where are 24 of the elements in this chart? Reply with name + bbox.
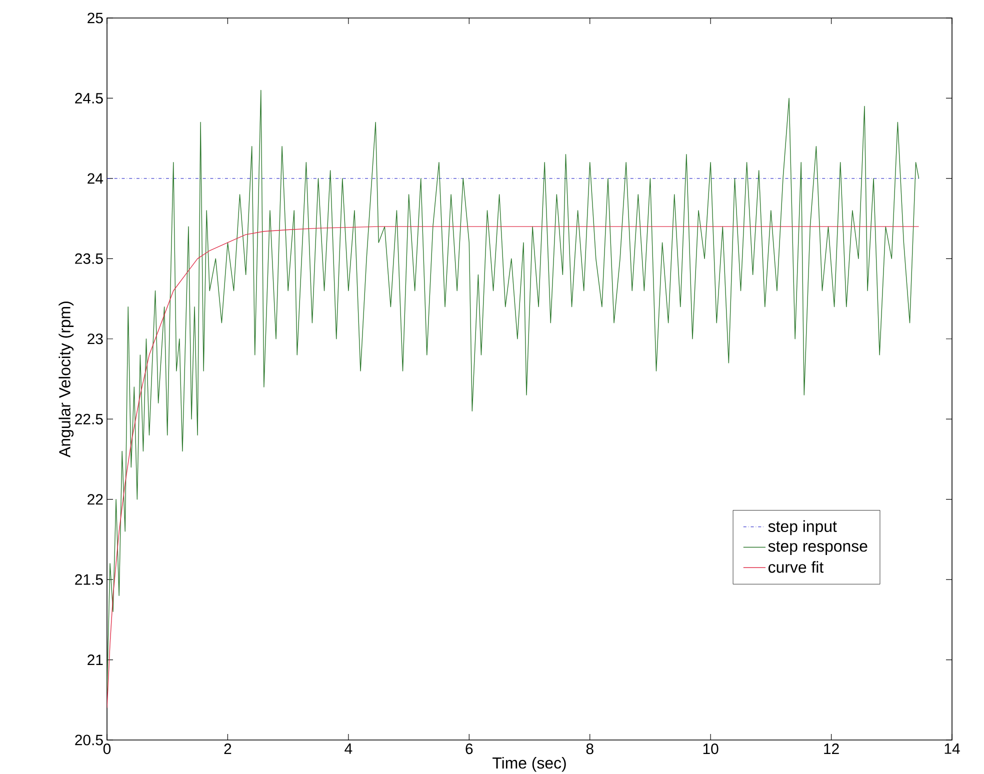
y-axis-title: Angular Velocity (rpm) xyxy=(58,302,74,458)
x-tick-label: 6 xyxy=(466,744,473,754)
y-tick-label: 25 xyxy=(88,12,103,24)
legend-label: step response xyxy=(768,541,868,555)
y-tick-label: 22.5 xyxy=(75,414,103,424)
legend-label: step input xyxy=(768,520,837,536)
y-tick-label: 22 xyxy=(88,494,103,505)
x-tick-label: 10 xyxy=(703,744,718,754)
x-tick-label: 8 xyxy=(586,744,594,754)
y-tick-label: 24 xyxy=(88,173,104,184)
x-tick-label: 2 xyxy=(224,744,232,754)
x-tick-label: 14 xyxy=(944,744,960,754)
y-tick-label: 23.5 xyxy=(75,253,103,264)
line-series xyxy=(107,90,920,692)
y-tick-label: 23 xyxy=(88,334,103,344)
y-tick-label: 20.5 xyxy=(75,734,103,746)
x-axis-title: Time (sec) xyxy=(492,756,566,772)
legend-label: curve fit xyxy=(768,561,824,573)
x-tick-label: 12 xyxy=(824,744,839,754)
x-tick-label: 4 xyxy=(344,744,352,754)
y-tick-label: 24.5 xyxy=(75,92,103,104)
x-tick-label: 0 xyxy=(103,744,111,754)
y-tick-label: 21 xyxy=(88,654,103,665)
y-tick-label: 21.5 xyxy=(75,574,103,585)
